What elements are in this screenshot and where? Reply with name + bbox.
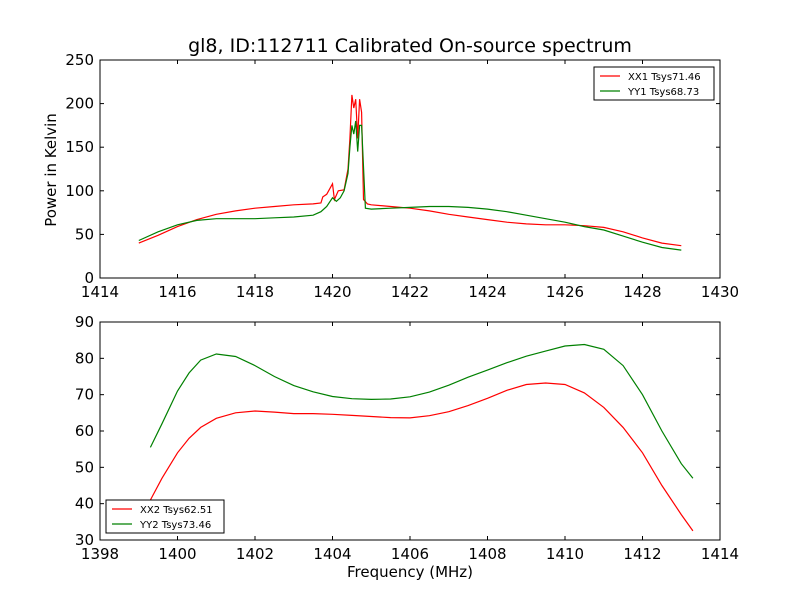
top-y-tick-label: 50 <box>75 225 94 243</box>
top-x-tick-label: 1426 <box>546 283 584 301</box>
bottom-series-line-2 <box>149 343 694 479</box>
top-x-tick-label: 1418 <box>236 283 274 301</box>
bottom-legend-box <box>105 499 225 534</box>
chart-title: gl8, ID:112711 Calibrated On-source spec… <box>188 35 632 57</box>
top-legend-box <box>593 66 715 101</box>
top-x-tick-label: 1414 <box>81 283 119 301</box>
top-x-tick-label: 1430 <box>701 283 739 301</box>
bottom-plot: 1398 1400 1402 1404 1406 1408 1410 1412 1414 30 40… <box>75 313 739 563</box>
top-legend-label-1: XX1 Tsys71.46 <box>628 72 701 83</box>
top-y-tick-label: 250 <box>65 51 94 69</box>
top-series-line-2 <box>138 120 682 251</box>
top-x-tick-label: 1424 <box>468 283 506 301</box>
top-y-tick-label: 100 <box>65 182 94 200</box>
bottom-x-tick-label: 1402 <box>236 545 274 563</box>
top-y-tick-label: 0 <box>84 269 94 287</box>
bottom-x-tick-label: 1414 <box>701 545 739 563</box>
top-x-tick-label: 1416 <box>158 283 196 301</box>
top-x-tick-label: 1428 <box>623 283 661 301</box>
bottom-y-tick-label: 30 <box>75 531 94 549</box>
x-axis-label: Frequency (MHz) <box>347 563 473 581</box>
top-plot: 1414 1416 1418 1420 1422 1424 1426 1428 1430 0 50 1… <box>65 51 739 301</box>
bottom-x-tick-label: 1410 <box>546 545 584 563</box>
bottom-legend: XX2 Tsys62.51 YY2 Tsys73.46 <box>105 499 225 534</box>
top-legend-label-2: YY1 Tsys68.73 <box>627 87 699 98</box>
bottom-series-line-1 <box>149 382 694 532</box>
bottom-x-tick-label: 1412 <box>623 545 661 563</box>
bottom-x-tick-label: 1406 <box>391 545 429 563</box>
bottom-legend-label-2: YY2 Tsys73.46 <box>139 520 211 531</box>
top-x-tick-label: 1422 <box>391 283 429 301</box>
top-y-tick-label: 150 <box>65 138 94 156</box>
top-y-axis-label: Power in Kelvin <box>42 113 60 227</box>
bottom-legend-label-1: XX2 Tsys62.51 <box>140 505 213 516</box>
top-series-line-1 <box>138 94 682 247</box>
bottom-y-tick-label: 50 <box>75 458 94 476</box>
bottom-y-tick-label: 60 <box>75 422 94 440</box>
bottom-y-tick-label: 90 <box>75 313 94 331</box>
bottom-x-tick-label: 1400 <box>158 545 196 563</box>
bottom-y-tick-label: 70 <box>75 386 94 404</box>
top-x-tick-label: 1420 <box>313 283 351 301</box>
bottom-y-tick-label: 40 <box>75 495 94 513</box>
bottom-x-tick-label: 1408 <box>468 545 506 563</box>
top-y-tick-label: 200 <box>65 95 94 113</box>
top-legend: XX1 Tsys71.46 YY1 Tsys68.73 <box>593 66 715 101</box>
bottom-y-tick-label: 80 <box>75 349 94 367</box>
bottom-x-tick-label: 1398 <box>81 545 119 563</box>
bottom-x-tick-label: 1404 <box>313 545 351 563</box>
